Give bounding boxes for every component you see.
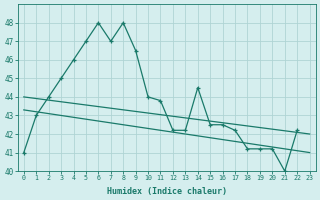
X-axis label: Humidex (Indice chaleur): Humidex (Indice chaleur) — [107, 187, 227, 196]
